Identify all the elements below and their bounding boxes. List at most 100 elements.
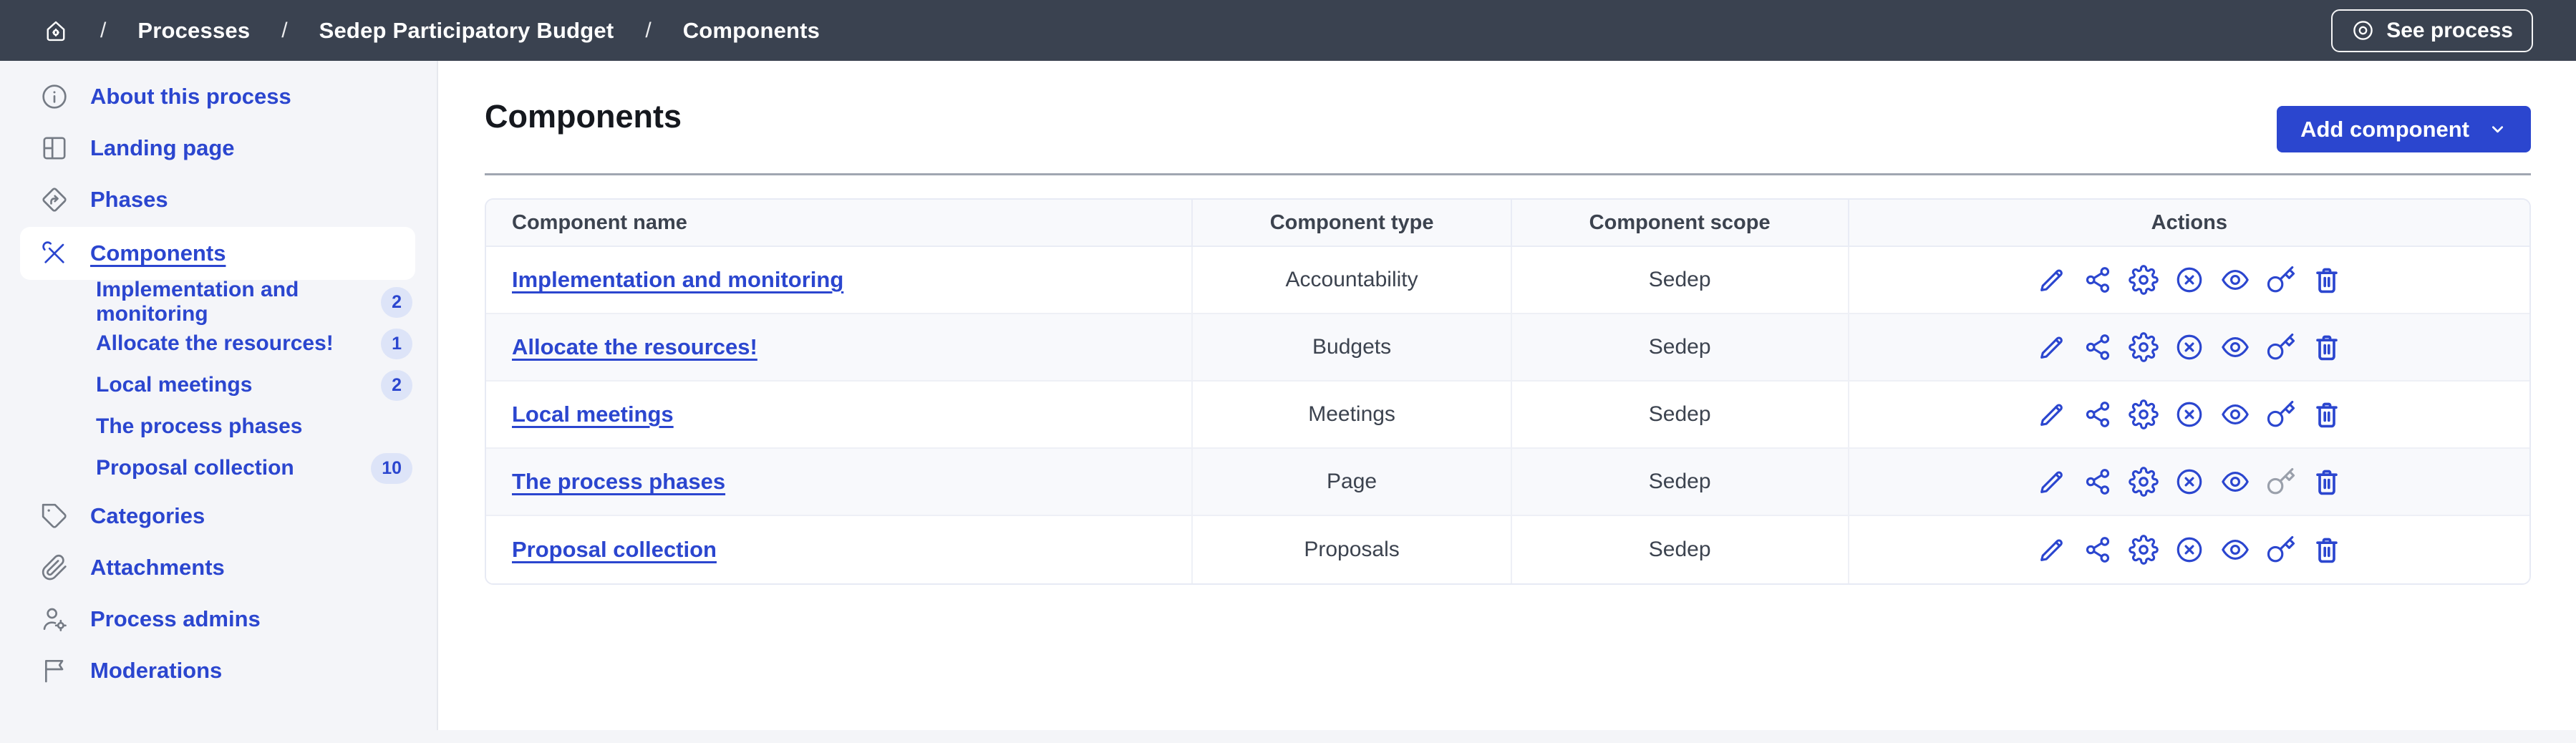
breadcrumb-processes[interactable]: Processes bbox=[137, 17, 251, 43]
topbar: / Processes / Sedep Participatory Budget… bbox=[0, 0, 2576, 61]
sidebar-item-process-admins[interactable]: Process admins bbox=[0, 593, 437, 645]
sidebar-subitem-local-meetings[interactable]: Local meetings 2 bbox=[0, 364, 437, 406]
share-icon bbox=[2083, 265, 2113, 295]
key-icon bbox=[2266, 265, 2296, 295]
preview-button[interactable] bbox=[2220, 332, 2250, 362]
sidebar-item-landing-page[interactable]: Landing page bbox=[0, 122, 437, 174]
column-header-actions: Actions bbox=[1849, 200, 2529, 247]
add-component-button[interactable]: Add component bbox=[2277, 106, 2531, 152]
configure-button[interactable] bbox=[2129, 332, 2159, 362]
permissions-button[interactable] bbox=[2266, 332, 2296, 362]
sub-item-label: Implementation and monitoring bbox=[96, 278, 299, 326]
sidebar-subitem-allocate-resources[interactable]: Allocate the resources! 1 bbox=[0, 323, 437, 364]
pencil-icon bbox=[2037, 535, 2067, 565]
breadcrumb-process-title[interactable]: Sedep Participatory Budget bbox=[319, 17, 614, 43]
component-name-link[interactable]: The process phases bbox=[512, 469, 726, 494]
unpublish-button[interactable] bbox=[2174, 467, 2204, 497]
permissions-button[interactable] bbox=[2266, 399, 2296, 429]
configure-button[interactable] bbox=[2129, 535, 2159, 565]
edit-button[interactable] bbox=[2037, 332, 2067, 362]
permissions-button-disabled bbox=[2266, 467, 2296, 497]
component-scope: Sedep bbox=[1511, 449, 1849, 516]
key-icon bbox=[2266, 535, 2296, 565]
sidebar-subitem-process-phases[interactable]: The process phases bbox=[0, 406, 437, 447]
share-button[interactable] bbox=[2083, 467, 2113, 497]
component-scope: Sedep bbox=[1511, 516, 1849, 583]
breadcrumb-separator: / bbox=[100, 18, 107, 42]
sidebar-item-attachments[interactable]: Attachments bbox=[0, 542, 437, 593]
preview-button[interactable] bbox=[2220, 399, 2250, 429]
sub-item-label: Local meetings bbox=[96, 373, 253, 397]
sidebar-subitem-proposal-collection[interactable]: Proposal collection 10 bbox=[0, 447, 437, 489]
preview-button[interactable] bbox=[2220, 467, 2250, 497]
gear-icon bbox=[2129, 332, 2159, 362]
sidebar-item-phases[interactable]: Phases bbox=[0, 174, 437, 225]
see-process-button[interactable]: See process bbox=[2331, 9, 2533, 52]
sidebar-item-label: About this process bbox=[90, 84, 291, 109]
sidebar-item-about[interactable]: About this process bbox=[0, 71, 437, 122]
preview-button[interactable] bbox=[2220, 265, 2250, 295]
edit-button[interactable] bbox=[2037, 265, 2067, 295]
sidebar-item-categories[interactable]: Categories bbox=[0, 490, 437, 542]
page-title: Components bbox=[485, 98, 682, 135]
delete-button[interactable] bbox=[2312, 332, 2342, 362]
share-button[interactable] bbox=[2083, 265, 2113, 295]
permissions-button[interactable] bbox=[2266, 535, 2296, 565]
component-name-link[interactable]: Proposal collection bbox=[512, 537, 717, 562]
breadcrumb-components[interactable]: Components bbox=[682, 17, 820, 43]
trash-icon bbox=[2312, 467, 2342, 497]
count-badge: 1 bbox=[381, 328, 412, 359]
sidebar-item-label: Categories bbox=[90, 503, 205, 528]
paperclip-icon bbox=[40, 553, 69, 582]
unpublish-button[interactable] bbox=[2174, 332, 2204, 362]
count-badge: 2 bbox=[381, 369, 412, 401]
edit-button[interactable] bbox=[2037, 467, 2067, 497]
eye-icon bbox=[2220, 399, 2250, 429]
unpublish-button[interactable] bbox=[2174, 399, 2204, 429]
eye-icon bbox=[2220, 332, 2250, 362]
unpublish-button[interactable] bbox=[2174, 265, 2204, 295]
process-sidebar: About this process Landing page Phases C… bbox=[0, 61, 438, 730]
circle-x-icon bbox=[2174, 399, 2204, 429]
delete-button[interactable] bbox=[2312, 467, 2342, 497]
configure-button[interactable] bbox=[2129, 467, 2159, 497]
edit-button[interactable] bbox=[2037, 399, 2067, 429]
share-button[interactable] bbox=[2083, 535, 2113, 565]
component-scope: Sedep bbox=[1511, 247, 1849, 314]
eye-target-icon bbox=[2351, 19, 2375, 42]
delete-button[interactable] bbox=[2312, 535, 2342, 565]
eye-icon bbox=[2220, 265, 2250, 295]
unpublish-button[interactable] bbox=[2174, 535, 2204, 565]
table-header-row: Component name Component type Component … bbox=[486, 200, 2529, 247]
table-row: Local meetings Meetings Sedep bbox=[486, 382, 2529, 449]
home-icon[interactable] bbox=[43, 18, 69, 44]
component-name-link[interactable]: Allocate the resources! bbox=[512, 334, 757, 359]
sidebar-item-components[interactable]: Components bbox=[20, 227, 415, 280]
permissions-button[interactable] bbox=[2266, 265, 2296, 295]
share-button[interactable] bbox=[2083, 332, 2113, 362]
see-process-label: See process bbox=[2386, 18, 2513, 42]
row-actions bbox=[1849, 265, 2529, 295]
configure-button[interactable] bbox=[2129, 265, 2159, 295]
preview-button[interactable] bbox=[2220, 535, 2250, 565]
circle-x-icon bbox=[2174, 535, 2204, 565]
circle-x-icon bbox=[2174, 332, 2204, 362]
component-name-link[interactable]: Local meetings bbox=[512, 402, 674, 427]
count-badge: 10 bbox=[371, 452, 412, 484]
component-scope: Sedep bbox=[1511, 382, 1849, 449]
components-sub-list: Implementation and monitoring 2 Allocate … bbox=[0, 278, 437, 489]
sub-item-label: The process phases bbox=[96, 414, 303, 438]
sidebar-item-moderations[interactable]: Moderations bbox=[0, 645, 437, 696]
share-button[interactable] bbox=[2083, 399, 2113, 429]
delete-button[interactable] bbox=[2312, 399, 2342, 429]
sidebar-item-label: Attachments bbox=[90, 555, 225, 580]
component-name-link[interactable]: Implementation and monitoring bbox=[512, 267, 844, 292]
eye-icon bbox=[2220, 535, 2250, 565]
delete-button[interactable] bbox=[2312, 265, 2342, 295]
key-icon bbox=[2266, 399, 2296, 429]
edit-button[interactable] bbox=[2037, 535, 2067, 565]
share-icon bbox=[2083, 535, 2113, 565]
configure-button[interactable] bbox=[2129, 399, 2159, 429]
circle-x-icon bbox=[2174, 265, 2204, 295]
sidebar-subitem-implementation[interactable]: Implementation and monitoring 2 bbox=[0, 278, 437, 326]
